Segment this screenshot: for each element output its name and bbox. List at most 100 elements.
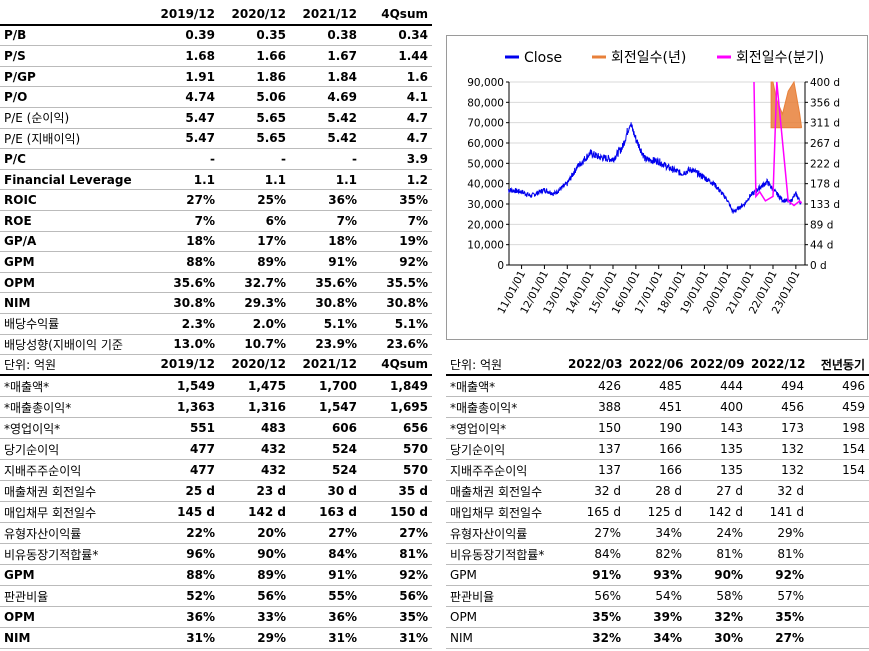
quarterly-header-cell: 2022/03 [568,357,623,371]
quarterly-row: 당기순이익 137 166 135 132 154 [446,439,869,460]
annual-cell: 84% [328,547,357,561]
valuation-row: P/O 4.74 5.06 4.69 4.1 [0,87,432,108]
annual-cell: 33% [257,610,286,624]
valuation-row: ROE 7% 6% 7% 7% [0,210,432,232]
annual-cell: 477 [189,442,215,456]
quarterly-cell: 35% [592,610,621,624]
quarterly-cell: 456 [781,400,804,414]
quarterly-cell [808,628,869,649]
quarterly-cell [808,502,869,523]
quarterly-row-label: GPM [450,568,477,582]
annual-cell: 30 d [327,484,357,498]
valuation-cell: 7% [407,213,428,228]
valuation-cell: 5.47 [185,110,215,125]
right-tick-label: 222 d [810,158,840,170]
quarterly-cell: 154 [842,463,865,477]
right-tick-label: 133 d [810,199,840,211]
legend-turnover-annual-label: 회전일수(년) [611,50,686,66]
annual-row: 매입채무 회전일수 145 d 142 d 163 d 150 d [0,502,432,523]
quarterly-row: 지배주주순이익 137 166 135 132 154 [446,460,869,481]
quarterly-row-label: NIM [450,631,473,645]
annual-cell: 1,547 [319,400,357,414]
quarterly-cell: 125 d [647,505,682,519]
valuation-cell: 4.69 [327,90,357,105]
valuation-row-label: 배당수익률 [4,317,60,332]
valuation-cell: 5.65 [256,110,286,125]
quarterly-cell: 32 d [594,484,621,498]
valuation-cell: 30.8% [386,296,428,311]
right-tick-label: 356 d [810,97,840,109]
valuation-cell: 18% [186,234,215,249]
valuation-cell: 0.39 [185,28,215,43]
valuation-cell: 2.0% [252,316,286,331]
right-tick-label: 89 d [810,219,833,231]
valuation-cell: 1.86 [256,69,286,84]
price-chart: 0 10,000 20,000 30,000 40,000 50,000 60,000 70,… [446,35,868,340]
quarterly-row-label: *매출액* [450,379,496,394]
quarterly-cell: 444 [720,379,743,393]
left-tick-label: 50,000 [467,158,504,170]
left-tick-label: 10,000 [467,240,504,252]
quarterly-cell: 166 [659,442,682,456]
quarterly-header-cell: 전년동기 [820,357,865,372]
annual-header-cell: 2019/12 [160,357,215,371]
valuation-row-label: P/O [4,90,28,105]
quarterly-header-cell: 2022/09 [690,357,745,371]
valuation-row-label: ROE [4,213,32,228]
annual-cell: 524 [331,442,357,456]
annual-row-label: GPM [4,568,35,582]
valuation-cell: - [210,151,215,166]
annual-row: 매출채권 회전일수 25 d 23 d 30 d 35 d [0,481,432,502]
valuation-cell: 1.1 [264,172,286,187]
quarterly-row: *매출액* 426 485 444 494 496 [446,375,869,397]
valuation-row-label: GP/A [4,234,37,249]
valuation-cell: 5.65 [256,131,286,146]
quarterly-cell: 494 [781,379,804,393]
valuation-row: GPM 88% 89% 91% 92% [0,252,432,273]
quarterly-cell: 150 [598,421,621,435]
left-tick-label: 70,000 [467,118,504,130]
annual-cell: 606 [331,421,357,435]
quarterly-cell: 30% [714,631,743,645]
valuation-header-row: 2019/12 2020/12 2021/12 4Qsum [0,4,432,25]
quarterly-row-label: 판관비율 [450,589,495,604]
quarterly-cell [808,565,869,586]
annual-row: OPM 36% 33% 36% 35% [0,607,432,628]
annual-cell: 150 d [390,505,428,519]
chart-svg: 0 10,000 20,000 30,000 40,000 50,000 60,000 70,… [467,50,840,316]
left-tick-label: 0 [497,260,504,272]
annual-cell: 36% [186,610,215,624]
valuation-row: P/GP 1.91 1.86 1.84 1.6 [0,66,432,87]
turnover-annual-series [770,80,803,129]
annual-cell: 25 d [185,484,215,498]
quarterly-row: 유형자산이익률 27% 34% 24% 29% [446,523,869,544]
annual-row: 판관비율 52% 56% 55% 56% [0,586,432,607]
annual-cell: 1,316 [248,400,286,414]
valuation-row: 배당수익률 2.3% 2.0% 5.1% 5.1% [0,313,432,334]
annual-row: 유형자산이익률 22% 20% 27% 27% [0,523,432,544]
valuation-cell: 1.67 [327,48,357,63]
valuation-row: 배당성향(지배이익 기준 13.0% 10.7% 23.9% 23.6% [0,334,432,355]
annual-cell: 1,363 [177,400,215,414]
annual-row-label: 매출채권 회전일수 [4,484,97,499]
quarterly-cell: 57% [777,589,804,603]
quarterly-row-label: 매입채무 회전일수 [450,505,543,520]
quarterly-cell: 142 d [708,505,743,519]
annual-row: 비유동장기적합률* 96% 90% 84% 81% [0,544,432,565]
valuation-row-label: OPM [4,275,35,290]
valuation-cell: 4.7 [406,131,428,146]
quarterly-cell: 27 d [716,484,743,498]
valuation-cell: 35.6% [315,275,357,290]
quarterly-row: GPM 91% 93% 90% 92% [446,565,869,586]
annual-cell: 23 d [256,484,286,498]
quarterly-header-cell: 2022/12 [751,357,806,371]
right-tick-label: 311 d [810,118,840,130]
quarterly-cell: 132 [781,463,804,477]
quarterly-cell: 485 [659,379,682,393]
annual-row-label: *매출액* [4,379,50,394]
annual-row: GPM 88% 89% 91% 92% [0,565,432,586]
annual-cell: 91% [328,568,357,582]
quarterly-header-cell: 단위: 억원 [450,357,503,372]
valuation-cell: 1.68 [185,48,215,63]
valuation-cell: - [281,151,286,166]
